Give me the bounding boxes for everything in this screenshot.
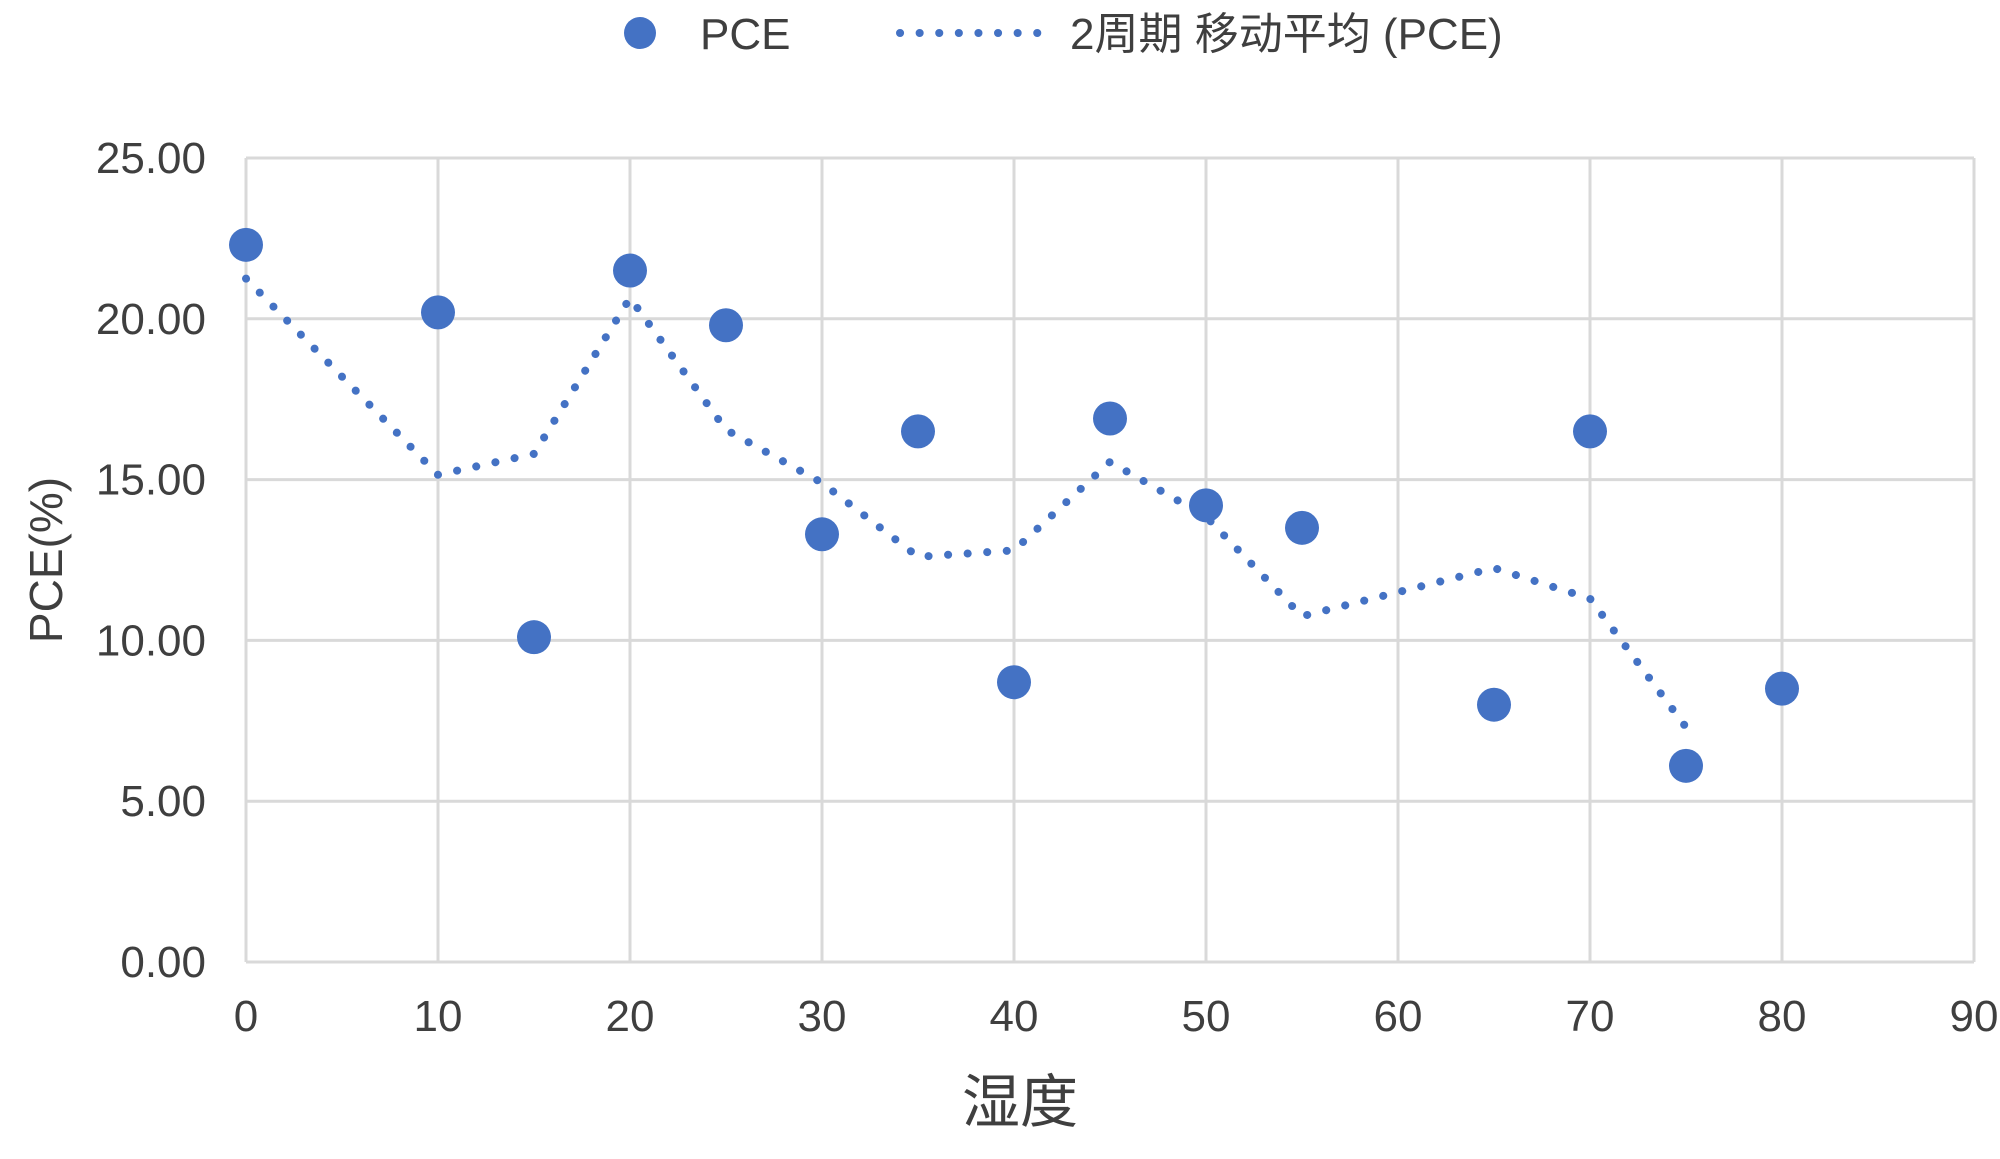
y-axis-title: PCE(%) [20, 477, 72, 643]
y-tick-label: 20.00 [96, 295, 206, 344]
y-tick-label: 10.00 [96, 616, 206, 665]
scatter-point [1765, 671, 1799, 706]
x-tick-label: 20 [606, 992, 655, 1041]
scatter-point [517, 620, 551, 655]
tick-labels-layer: 0 10 20 30 40 50 60 70 80 90 0.00 5.00 10.00 15.00 20.… [96, 134, 1999, 1041]
x-tick-label: 80 [1758, 992, 1807, 1041]
moving-average-trendline [242, 274, 1690, 732]
scatter-point [613, 253, 647, 288]
scatter-point [421, 295, 455, 330]
x-tick-label: 70 [1566, 992, 1615, 1041]
legend: PCE 2周期 移动平均 (PCE) [624, 10, 1503, 59]
x-tick-label: 0 [234, 992, 258, 1041]
y-tick-label: 0.00 [120, 938, 206, 987]
scatter-point [901, 414, 935, 449]
x-tick-label: 10 [414, 992, 463, 1041]
legend-scatter-label: PCE [700, 10, 790, 59]
scatter-point [229, 227, 263, 262]
x-tick-label: 90 [1950, 992, 1999, 1041]
series-layer [229, 227, 1799, 783]
legend-scatter-marker-icon [624, 17, 656, 49]
scatter-point [1093, 401, 1127, 436]
x-tick-label: 60 [1374, 992, 1423, 1041]
scatter-point [1669, 748, 1703, 783]
x-tick-label: 50 [1182, 992, 1231, 1041]
x-axis-title: 湿度 [962, 1070, 1078, 1135]
scatter-point [1189, 488, 1223, 523]
scatter-point [1285, 510, 1319, 545]
scatter-point [805, 517, 839, 552]
grid-layer [244, 156, 1976, 964]
y-tick-label: 15.00 [96, 456, 206, 505]
x-tick-label: 30 [798, 992, 847, 1041]
y-tick-label: 25.00 [96, 134, 206, 183]
scatter-point [709, 308, 743, 343]
x-tick-label: 40 [990, 992, 1039, 1041]
scatter-point [997, 665, 1031, 700]
scatter-point [1573, 414, 1607, 449]
scatter-point [1477, 687, 1511, 722]
y-tick-label: 5.00 [120, 777, 206, 826]
legend-trendline-label: 2周期 移动平均 (PCE) [1070, 10, 1503, 59]
